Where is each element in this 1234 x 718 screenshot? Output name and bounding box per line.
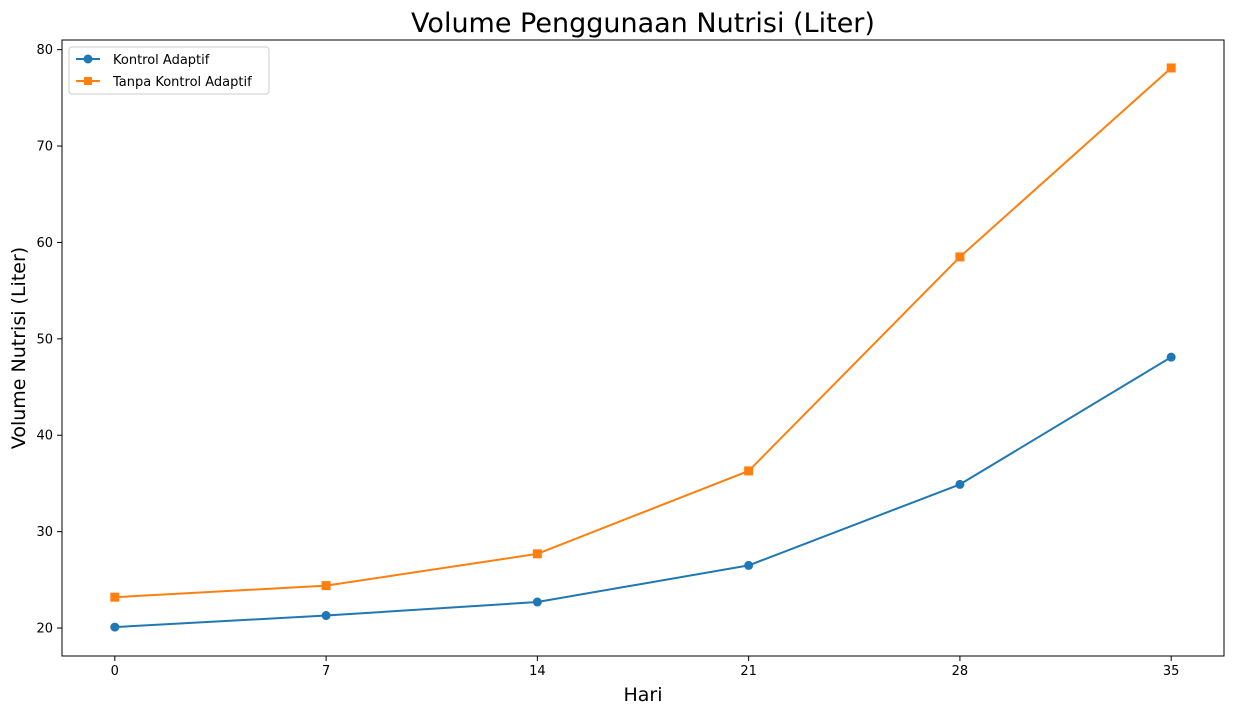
legend-label-tanpa-kontrol-adaptif: Tanpa Kontrol Adaptif bbox=[112, 75, 252, 90]
plot-frame bbox=[61, 39, 1225, 657]
data-point-kontrol-adaptif bbox=[110, 622, 120, 632]
x-tick-label: 35 bbox=[1163, 664, 1180, 679]
legend-marker-kontrol-adaptif bbox=[83, 54, 93, 64]
legend-label-kontrol-adaptif: Kontrol Adaptif bbox=[113, 53, 210, 68]
data-point-tanpa-kontrol-adaptif bbox=[955, 252, 965, 262]
x-axis-label: Hari bbox=[623, 684, 662, 706]
data-point-tanpa-kontrol-adaptif bbox=[110, 592, 120, 602]
data-point-tanpa-kontrol-adaptif bbox=[744, 466, 754, 476]
legend: Kontrol Adaptif Tanpa Kontrol Adaptif bbox=[68, 46, 270, 95]
legend-box bbox=[68, 46, 270, 95]
y-tick-label: 20 bbox=[36, 622, 53, 637]
data-point-tanpa-kontrol-adaptif bbox=[321, 581, 331, 591]
legend-item-tanpa-kontrol-adaptif: Tanpa Kontrol Adaptif bbox=[76, 75, 252, 90]
data-point-tanpa-kontrol-adaptif bbox=[532, 549, 542, 559]
y-tick-label: 80 bbox=[36, 43, 53, 58]
x-tick-label: 21 bbox=[740, 664, 757, 679]
series-kontrol-adaptif bbox=[110, 352, 1176, 632]
y-tick-label: 30 bbox=[36, 525, 53, 540]
series-group bbox=[110, 63, 1176, 632]
axis-ticks: 0 7 14 21 28 35 20 30 40 50 60 70 80 bbox=[36, 43, 1179, 679]
data-point-tanpa-kontrol-adaptif bbox=[1166, 63, 1176, 73]
x-tick-label: 0 bbox=[111, 664, 119, 679]
y-tick-label: 60 bbox=[36, 236, 53, 251]
y-tick-label: 70 bbox=[36, 140, 53, 155]
data-point-kontrol-adaptif bbox=[321, 611, 331, 621]
x-tick-label: 28 bbox=[952, 664, 969, 679]
series-tanpa-kontrol-adaptif bbox=[110, 63, 1176, 602]
data-point-kontrol-adaptif bbox=[532, 597, 542, 607]
x-tick-label: 14 bbox=[529, 664, 546, 679]
legend-marker-tanpa-kontrol-adaptif bbox=[84, 77, 92, 85]
x-tick-label: 7 bbox=[322, 664, 330, 679]
series-line-tanpa-kontrol-adaptif bbox=[114, 67, 1172, 599]
data-point-kontrol-adaptif bbox=[744, 560, 754, 570]
y-tick-label: 40 bbox=[36, 429, 53, 444]
legend-item-kontrol-adaptif: Kontrol Adaptif bbox=[76, 53, 210, 68]
data-point-kontrol-adaptif bbox=[1166, 352, 1176, 362]
data-point-kontrol-adaptif bbox=[955, 479, 965, 489]
y-axis-label: Volume Nutrisi (Liter) bbox=[8, 247, 30, 449]
series-line-kontrol-adaptif bbox=[114, 356, 1172, 629]
y-tick-label: 50 bbox=[36, 332, 53, 347]
chart-title: Volume Penggunaan Nutrisi (Liter) bbox=[411, 8, 875, 39]
